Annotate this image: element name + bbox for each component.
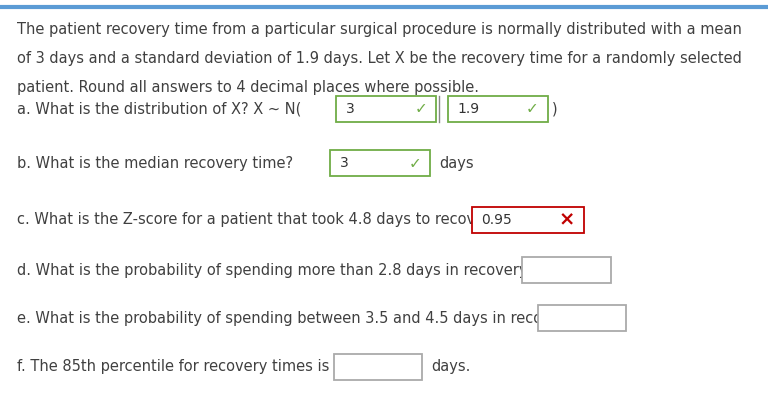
Text: b. What is the median recovery time?: b. What is the median recovery time? xyxy=(17,156,293,171)
FancyBboxPatch shape xyxy=(448,96,548,122)
FancyBboxPatch shape xyxy=(330,150,430,177)
FancyBboxPatch shape xyxy=(538,305,626,331)
Text: e. What is the probability of spending between 3.5 and 4.5 days in recovery?: e. What is the probability of spending b… xyxy=(17,311,582,326)
Text: ×: × xyxy=(558,210,575,229)
Text: 3: 3 xyxy=(339,156,348,170)
Text: d. What is the probability of spending more than 2.8 days in recovery?: d. What is the probability of spending m… xyxy=(17,262,535,278)
Text: ): ) xyxy=(552,101,558,116)
Text: days: days xyxy=(439,156,474,171)
Text: of 3 days and a standard deviation of 1.9 days. Let X be the recovery time for a: of 3 days and a standard deviation of 1.… xyxy=(17,51,742,66)
Text: 0.95: 0.95 xyxy=(482,213,512,226)
Text: days.: days. xyxy=(432,359,471,374)
FancyBboxPatch shape xyxy=(522,257,611,283)
Text: patient. Round all answers to 4 decimal places where possible.: patient. Round all answers to 4 decimal … xyxy=(17,80,479,95)
FancyBboxPatch shape xyxy=(334,354,422,380)
Text: ✓: ✓ xyxy=(409,156,421,171)
Text: ✓: ✓ xyxy=(415,101,427,116)
FancyBboxPatch shape xyxy=(336,96,436,122)
Text: ✓: ✓ xyxy=(526,101,538,116)
FancyBboxPatch shape xyxy=(472,206,584,233)
Text: f. The 85th percentile for recovery times is: f. The 85th percentile for recovery time… xyxy=(17,359,329,374)
Text: a. What is the distribution of X? X ~ N(: a. What is the distribution of X? X ~ N( xyxy=(17,101,301,116)
Text: The patient recovery time from a particular surgical procedure is normally distr: The patient recovery time from a particu… xyxy=(17,22,742,37)
Text: c. What is the Z-score for a patient that took 4.8 days to recover?: c. What is the Z-score for a patient tha… xyxy=(17,212,498,227)
Text: 1.9: 1.9 xyxy=(457,102,479,116)
Text: 3: 3 xyxy=(346,102,354,116)
